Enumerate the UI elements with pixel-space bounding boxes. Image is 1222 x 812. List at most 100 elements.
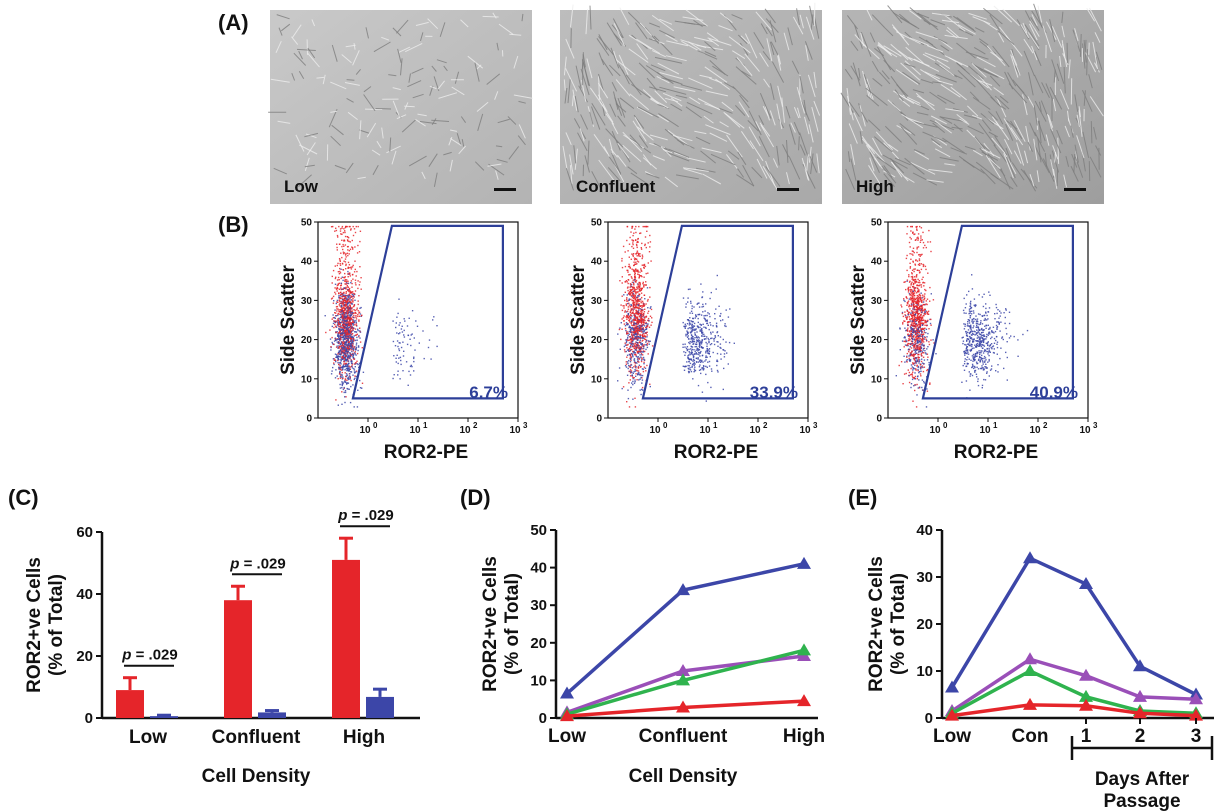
event-dot xyxy=(701,359,703,362)
cell-fiber xyxy=(298,50,303,60)
event-dot xyxy=(344,365,346,368)
event-dot xyxy=(633,345,635,347)
event-dot xyxy=(706,314,708,317)
cell-fiber xyxy=(693,19,703,28)
cell-fiber xyxy=(904,60,921,76)
event-dot xyxy=(344,299,346,301)
cell-fiber xyxy=(1027,32,1040,49)
event-dot xyxy=(351,292,353,294)
event-dot xyxy=(963,328,966,330)
cell-fiber xyxy=(1005,147,1012,163)
cell-fiber xyxy=(718,107,733,114)
event-dot xyxy=(974,355,977,358)
event-dot xyxy=(698,341,700,344)
cell-fiber xyxy=(939,116,953,125)
event-dot xyxy=(632,354,634,357)
event-dot xyxy=(725,309,727,311)
event-dot xyxy=(355,324,358,327)
cell-fiber xyxy=(862,138,871,149)
event-dot xyxy=(346,316,349,318)
event-dot xyxy=(910,238,912,240)
event-dot xyxy=(343,297,346,300)
cell-fiber xyxy=(298,70,305,80)
event-dot xyxy=(699,330,701,332)
event-dot xyxy=(338,310,340,312)
cell-fiber xyxy=(580,114,589,130)
event-dot xyxy=(912,295,914,297)
event-dot xyxy=(923,295,926,297)
cell-fiber xyxy=(765,26,773,37)
cell-fiber xyxy=(617,97,626,118)
event-dot xyxy=(344,396,346,398)
event-dot xyxy=(999,357,1001,360)
event-dot xyxy=(628,333,630,335)
event-dot xyxy=(342,321,344,324)
event-dot xyxy=(346,369,348,372)
event-dot xyxy=(706,320,708,322)
cell-fiber xyxy=(749,140,764,162)
cell-fiber xyxy=(508,146,519,160)
event-dot xyxy=(1003,312,1005,314)
event-dot xyxy=(349,304,351,306)
event-dot xyxy=(688,322,691,324)
cell-fiber xyxy=(705,124,731,136)
event-dot xyxy=(700,345,703,348)
event-dot xyxy=(687,370,690,373)
event-dot xyxy=(917,365,920,368)
event-dot xyxy=(921,358,923,360)
event-dot xyxy=(350,326,352,328)
event-dot xyxy=(408,317,410,319)
event-dot xyxy=(906,309,908,311)
event-dot xyxy=(917,387,919,389)
cell-fiber xyxy=(1071,153,1078,168)
event-dot xyxy=(992,351,995,354)
event-dot xyxy=(644,319,646,322)
cell-fiber xyxy=(809,5,815,26)
event-dot xyxy=(342,364,345,366)
event-dot xyxy=(631,296,634,299)
cell-fiber xyxy=(408,155,427,167)
event-dot xyxy=(397,370,399,372)
event-dot xyxy=(903,346,905,348)
cell-fiber xyxy=(609,64,621,77)
event-dot xyxy=(334,317,336,319)
event-dot xyxy=(341,403,343,405)
event-dot xyxy=(628,353,631,356)
event-dot xyxy=(983,314,986,317)
event-dot xyxy=(969,375,971,377)
event-dot xyxy=(645,321,647,324)
event-dot xyxy=(351,326,353,329)
event-dot xyxy=(636,347,638,350)
event-dot xyxy=(345,253,347,255)
event-dot xyxy=(643,345,645,347)
event-dot xyxy=(640,232,642,234)
event-dot xyxy=(727,363,729,365)
event-dot xyxy=(395,322,397,324)
event-dot xyxy=(914,282,916,284)
cell-fiber xyxy=(682,167,709,172)
event-dot xyxy=(346,317,348,319)
event-dot xyxy=(338,258,341,260)
event-dot xyxy=(349,290,351,292)
event-dot xyxy=(640,393,642,396)
cell-fiber xyxy=(1082,89,1093,112)
event-dot xyxy=(640,343,642,345)
event-dot xyxy=(645,315,648,317)
event-dot xyxy=(641,313,643,315)
event-dot xyxy=(640,302,642,304)
event-dot xyxy=(925,300,927,302)
event-dot xyxy=(693,355,695,358)
event-dot xyxy=(625,341,628,344)
event-dot xyxy=(639,334,641,336)
event-dot xyxy=(686,349,689,352)
event-dot xyxy=(705,356,707,359)
event-dot xyxy=(985,342,987,344)
event-dot xyxy=(344,323,347,326)
event-dot xyxy=(341,297,343,299)
event-dot xyxy=(929,322,932,325)
event-dot xyxy=(349,267,351,269)
event-dot xyxy=(624,251,626,253)
event-dot xyxy=(693,353,696,355)
event-dot xyxy=(647,310,650,312)
event-dot xyxy=(922,322,924,324)
